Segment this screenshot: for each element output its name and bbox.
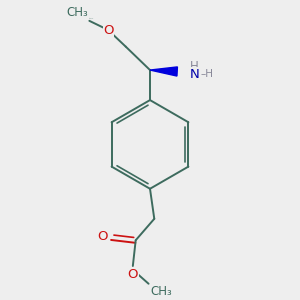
Polygon shape bbox=[150, 67, 177, 76]
Text: O: O bbox=[103, 24, 114, 37]
Text: H: H bbox=[189, 60, 198, 73]
Text: CH₃: CH₃ bbox=[66, 6, 88, 19]
Text: N: N bbox=[190, 68, 199, 81]
Text: –H: –H bbox=[201, 69, 214, 79]
Text: O: O bbox=[97, 230, 108, 243]
Text: methoxy: methoxy bbox=[88, 18, 94, 20]
Text: O: O bbox=[128, 268, 138, 281]
Text: CH₃: CH₃ bbox=[151, 285, 172, 298]
